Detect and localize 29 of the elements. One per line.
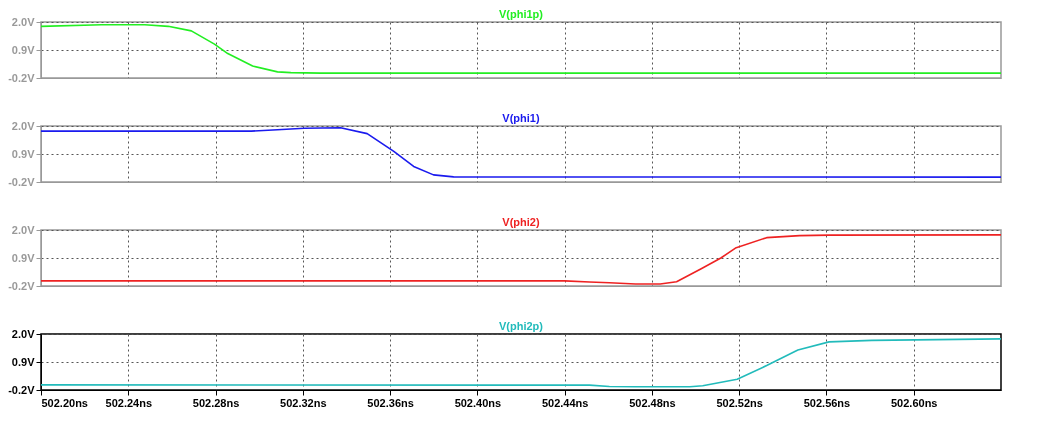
- line-series: [41, 126, 1001, 178]
- y-tick-label: 0.9V: [11, 43, 36, 56]
- text: V(phi2): [502, 216, 540, 228]
- y-tick-label: -0.2V: [8, 71, 36, 84]
- x-tick-label: 502.24ns: [105, 396, 153, 409]
- x-tick-label: 502.60ns: [890, 396, 938, 409]
- text: V(phi2p): [499, 320, 544, 332]
- x-tick-label: 502.44ns: [541, 396, 589, 409]
- y-tick-label: 2.0V: [11, 327, 36, 340]
- y-tick-label: -0.2V: [8, 279, 36, 292]
- x-tick-label: 502.40ns: [454, 396, 502, 409]
- line-series: [41, 24, 1001, 74]
- y-tick-label: 0.9V: [11, 355, 36, 368]
- y-tick-label: 0.9V: [11, 147, 36, 160]
- x-tick-label: 502.36ns: [367, 396, 414, 409]
- x-tick-label: 502.48ns: [629, 396, 676, 409]
- text: V(phi1p): [499, 8, 544, 20]
- x-tick-label: 502.32ns: [280, 396, 327, 409]
- y-tick-label: -0.2V: [8, 383, 36, 396]
- y-tick-label: 2.0V: [11, 223, 36, 236]
- x-tick-label: 502.20ns: [41, 396, 88, 409]
- text: V(phi1): [502, 112, 540, 124]
- y-tick-label: 2.0V: [11, 15, 36, 28]
- x-tick-label: 502.52ns: [716, 396, 763, 409]
- y-tick-label: 2.0V: [11, 119, 36, 132]
- y-tick-label: -0.2V: [8, 175, 36, 188]
- x-tick-label: 502.28ns: [192, 396, 240, 409]
- y-tick-label: 0.9V: [11, 251, 36, 264]
- x-tick-label: 502.56ns: [803, 396, 851, 409]
